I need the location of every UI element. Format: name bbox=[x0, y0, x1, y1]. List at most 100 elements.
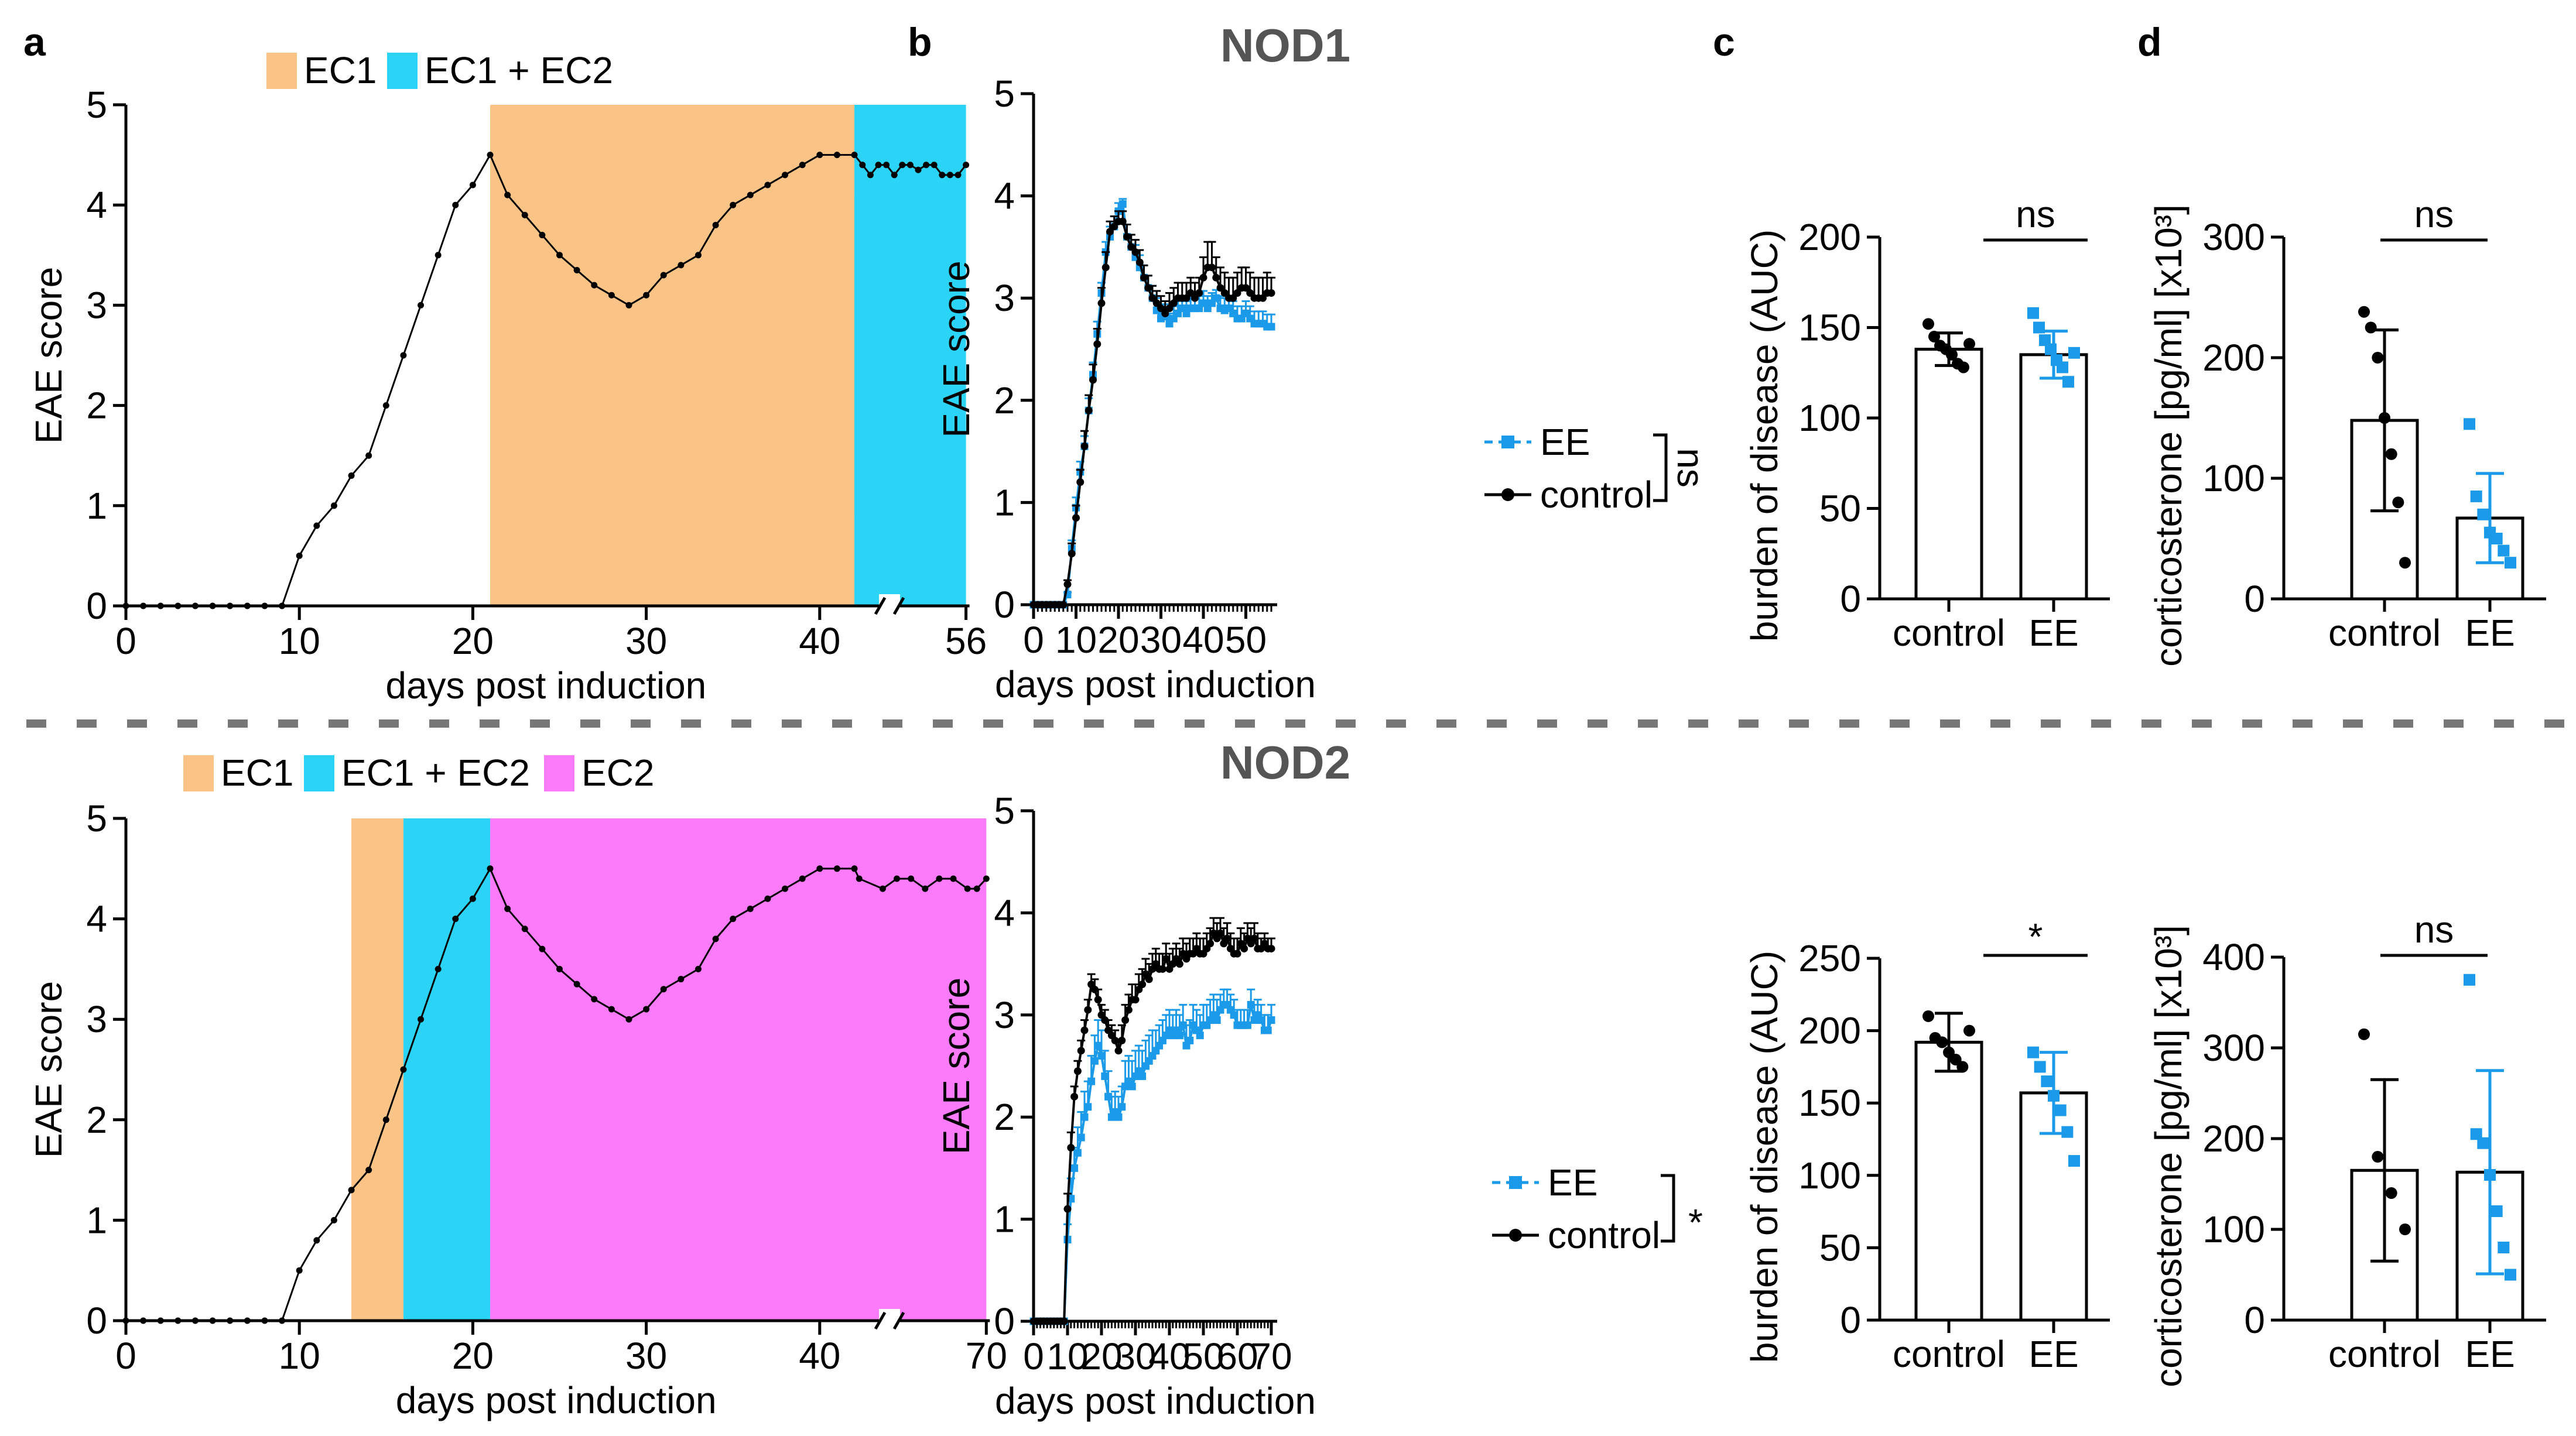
data-point bbox=[2048, 1089, 2060, 1102]
data-point bbox=[833, 152, 840, 159]
legend-label: EE bbox=[1540, 421, 1590, 463]
data-point bbox=[1118, 1036, 1126, 1044]
phase-band bbox=[490, 105, 855, 606]
x-tick-label: 20 bbox=[452, 620, 494, 662]
data-point bbox=[365, 1167, 372, 1174]
y-tick-label: 5 bbox=[86, 797, 107, 839]
data-point bbox=[122, 1317, 129, 1324]
data-point bbox=[175, 602, 182, 609]
x-tick-label: 0 bbox=[115, 620, 136, 662]
x-tick-label: control bbox=[1893, 612, 2005, 654]
significance-label: ns bbox=[2414, 909, 2454, 951]
data-point bbox=[643, 1006, 650, 1013]
y-tick-label: 150 bbox=[1798, 307, 1861, 349]
y-axis-label: EAE score bbox=[28, 981, 70, 1158]
data-point bbox=[1213, 1016, 1221, 1024]
data-point bbox=[1162, 955, 1170, 963]
data-point bbox=[556, 965, 563, 972]
data-point bbox=[695, 252, 702, 259]
x-tick-label: 70 bbox=[966, 1335, 1007, 1377]
panel-labels: a b c d bbox=[23, 20, 2162, 64]
y-tick-label: 4 bbox=[994, 892, 1015, 934]
x-tick-label: 0 bbox=[1023, 619, 1044, 661]
data-point bbox=[1216, 929, 1224, 937]
x-tick-label: 50 bbox=[1182, 1335, 1224, 1377]
data-point bbox=[1186, 1036, 1194, 1044]
data-point bbox=[2484, 1169, 2496, 1181]
x-tick-label: 30 bbox=[1114, 1335, 1156, 1377]
data-point bbox=[963, 162, 970, 169]
axis-break-mark bbox=[892, 597, 905, 615]
series-line bbox=[1034, 930, 1271, 1322]
data-point bbox=[1165, 304, 1174, 313]
y-tick-label: 100 bbox=[2202, 457, 2265, 499]
y-tick-label: 1 bbox=[86, 485, 107, 527]
data-point bbox=[435, 252, 442, 259]
data-point bbox=[1140, 273, 1148, 282]
data-point bbox=[2491, 533, 2503, 544]
y-tick-label: 4 bbox=[994, 175, 1015, 217]
y-tick-label: 200 bbox=[1798, 1010, 1861, 1052]
data-point bbox=[608, 292, 615, 299]
data-point bbox=[1175, 1031, 1183, 1040]
y-tick-label: 4 bbox=[86, 184, 107, 226]
data-point bbox=[1152, 299, 1161, 307]
series-line bbox=[1034, 200, 1271, 606]
data-point bbox=[1059, 601, 1068, 609]
data-point bbox=[1144, 284, 1152, 292]
data-point bbox=[1114, 1113, 1123, 1121]
data-point bbox=[1199, 273, 1207, 282]
data-point bbox=[1186, 289, 1195, 297]
data-point bbox=[157, 1317, 164, 1324]
y-tick-label: 4 bbox=[86, 898, 107, 940]
data-point bbox=[2358, 1028, 2370, 1040]
data-point bbox=[2027, 307, 2039, 319]
data-point bbox=[1110, 222, 1118, 231]
x-tick-label: 40 bbox=[1148, 1335, 1190, 1377]
data-point bbox=[625, 1016, 632, 1023]
y-tick-label: 300 bbox=[2202, 1027, 2265, 1069]
data-point bbox=[833, 865, 840, 872]
data-point bbox=[573, 981, 580, 988]
data-point bbox=[1230, 1011, 1238, 1019]
data-point bbox=[1084, 1006, 1092, 1014]
y-tick-label: 50 bbox=[1819, 488, 1861, 530]
data-point bbox=[382, 402, 389, 409]
data-point bbox=[2470, 1128, 2482, 1140]
data-point bbox=[1208, 263, 1216, 272]
data-point bbox=[261, 1317, 268, 1324]
data-point bbox=[1250, 934, 1258, 943]
data-point bbox=[859, 162, 866, 169]
data-point bbox=[964, 885, 971, 892]
y-tick-label: 5 bbox=[994, 790, 1015, 832]
x-tick-label: EE bbox=[2028, 1333, 2078, 1375]
data-point bbox=[1123, 232, 1131, 241]
data-point bbox=[2057, 361, 2068, 373]
data-point bbox=[2385, 448, 2397, 460]
data-point bbox=[851, 865, 858, 872]
legend-swatch bbox=[266, 53, 297, 89]
data-point bbox=[504, 191, 511, 198]
data-point bbox=[2470, 490, 2482, 502]
legend-swatch bbox=[544, 755, 574, 791]
bar-EE bbox=[2019, 353, 2088, 601]
data-point bbox=[908, 875, 915, 882]
data-point bbox=[1161, 309, 1169, 317]
chart-a_bottom: 0 1 2 3 4 5 0 10 20 30 40 70 days post induction EAE … bbox=[28, 752, 1007, 1421]
data-point bbox=[1220, 289, 1229, 297]
data-point bbox=[891, 172, 898, 179]
data-point bbox=[1212, 273, 1220, 282]
x-tick-label: 10 bbox=[279, 620, 320, 662]
y-tick-label: 2 bbox=[994, 379, 1015, 421]
data-point bbox=[1067, 1144, 1075, 1152]
y-tick-label: 150 bbox=[1798, 1082, 1861, 1124]
data-point bbox=[2505, 1269, 2516, 1281]
y-axis-label: corticosterone [pg/ml] [x10³] bbox=[2147, 925, 2190, 1387]
legend-swatch bbox=[387, 53, 418, 89]
data-point bbox=[296, 552, 303, 559]
legend-marker bbox=[1501, 488, 1514, 501]
data-point bbox=[348, 472, 355, 479]
data-point bbox=[400, 1066, 407, 1073]
data-point bbox=[1240, 944, 1248, 952]
x-tick-label: EE bbox=[2028, 612, 2078, 654]
